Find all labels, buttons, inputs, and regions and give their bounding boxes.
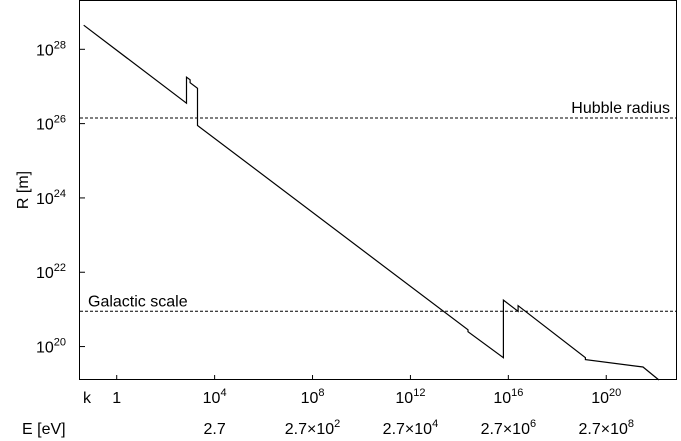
y-axis-ticks: 1020 1022 1024 1026 1028 [36,39,85,357]
reference-label-0: Hubble radius [571,100,670,117]
k-axis-label: k [83,390,92,407]
y-tick-label-3: 1026 [36,114,66,134]
k-tick-label-2: 108 [301,387,325,407]
k-tick-label-5: 1020 [591,387,621,407]
series-line-0 [83,24,660,381]
k-tick-label-1: 104 [203,387,227,407]
e-tick-label-0: 2.7 [203,421,225,438]
e-axis-ticks: 2.7 2.7×102 2.7×104 2.7×106 2.7×108 [203,418,634,438]
y-tick-label-0: 1020 [36,337,66,357]
e-tick-label-3: 2.7×106 [481,418,537,438]
reference-label-1: Galactic scale [88,293,188,310]
k-axis-ticks: 1 104 108 1012 1016 1020 [112,375,621,407]
k-tick-label-3: 1012 [395,387,425,407]
y-tick-label-1: 1022 [36,262,66,282]
k-tick-label-0: 1 [112,390,121,407]
y-axis-title: R [m] [15,171,32,209]
e-tick-label-2: 2.7×104 [383,418,439,438]
e-tick-label-1: 2.7×102 [285,418,341,438]
plot-frame [79,0,677,380]
y-tick-label-2: 1024 [36,188,66,208]
y-tick-label-4: 1028 [36,39,66,59]
e-tick-label-4: 2.7×108 [578,418,634,438]
series-group [83,24,660,381]
k-tick-label-4: 1016 [493,387,523,407]
reference-lines: Hubble radius Galactic scale [80,100,676,312]
e-axis-label: E [eV] [22,421,66,438]
